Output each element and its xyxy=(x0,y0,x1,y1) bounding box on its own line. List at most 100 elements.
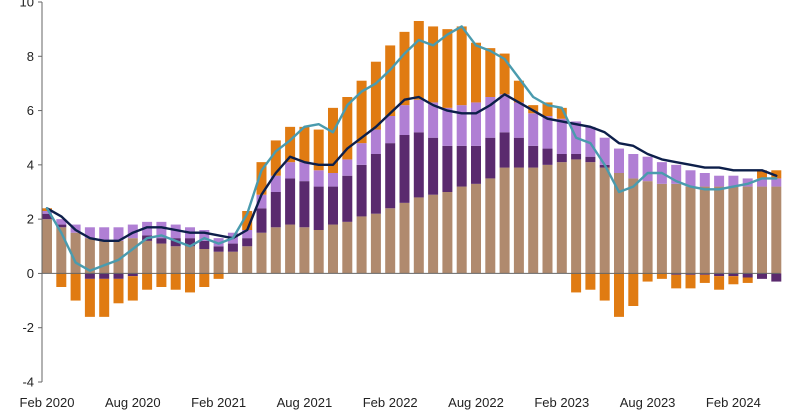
y-tick-label: 8 xyxy=(27,49,34,64)
bar-s1-18 xyxy=(299,181,310,228)
bar-s3-11 xyxy=(199,273,210,287)
bar-s2-15 xyxy=(256,194,267,209)
bar-s3-39 xyxy=(599,273,610,301)
bar-s3-26 xyxy=(413,21,424,100)
bar-s3-48 xyxy=(728,276,739,285)
bar-s0-24 xyxy=(385,208,396,274)
bar-s1-20 xyxy=(328,186,338,225)
bar-s3-17 xyxy=(285,126,296,163)
bar-s0-10 xyxy=(185,246,195,274)
bar-s3-9 xyxy=(170,273,181,290)
bar-s0-27 xyxy=(428,194,439,274)
bar-s2-6 xyxy=(127,224,138,239)
bar-s2-32 xyxy=(499,94,510,133)
bar-s2-35 xyxy=(542,116,553,149)
bar-s0-20 xyxy=(328,224,338,274)
bar-s0-46 xyxy=(699,186,710,274)
bar-s1-3 xyxy=(84,273,95,279)
bar-s2-11 xyxy=(199,230,210,241)
bar-s2-12 xyxy=(213,238,224,247)
bar-s3-32 xyxy=(499,53,510,95)
bar-s2-21 xyxy=(342,159,353,176)
bar-s0-34 xyxy=(528,167,539,274)
bar-s1-8 xyxy=(156,238,167,244)
bar-s0-1 xyxy=(56,227,67,274)
line-series-4 xyxy=(45,93,778,243)
bar-s3-18 xyxy=(299,126,310,163)
bar-s3-41 xyxy=(628,273,639,306)
bar-s2-24 xyxy=(385,116,396,144)
tick-labels: -4 -2 0 2 4 6 8 10 Feb 2020 Aug 2020 Feb 2021 Aug 2… xyxy=(20,0,761,410)
bar-s1-45 xyxy=(685,273,696,275)
bar-s2-26 xyxy=(413,99,424,133)
bar-s1-51 xyxy=(771,273,782,282)
bar-s3-23 xyxy=(370,61,381,130)
bar-s0-42 xyxy=(642,181,653,274)
bar-s3-7 xyxy=(142,273,153,290)
line-series-5 xyxy=(45,25,778,272)
bar-s0-9 xyxy=(170,246,181,274)
bar-s3-22 xyxy=(356,80,367,144)
bar-s2-40 xyxy=(614,148,624,173)
bar-s0-41 xyxy=(628,178,639,274)
bar-s3-19 xyxy=(313,129,324,171)
bar-s3-46 xyxy=(699,274,710,283)
bar-s1-26 xyxy=(413,132,424,198)
bar-s3-16 xyxy=(270,140,281,176)
bar-s1-0 xyxy=(42,213,52,220)
bar-s0-29 xyxy=(456,186,467,274)
bar-s0-19 xyxy=(313,230,324,274)
bar-s3-51 xyxy=(771,170,782,179)
bar-s2-48 xyxy=(728,175,739,187)
bar-s0-40 xyxy=(614,173,624,274)
bar-s2-38 xyxy=(585,126,596,157)
bar-s1-4 xyxy=(99,273,110,279)
bar-s2-42 xyxy=(642,156,653,182)
bar-s0-23 xyxy=(370,213,381,274)
bar-s2-25 xyxy=(399,105,410,135)
bar-s1-9 xyxy=(170,238,181,247)
bar-s3-47 xyxy=(714,276,725,290)
bar-s1-14 xyxy=(242,238,253,247)
bar-s3-14 xyxy=(242,211,253,230)
bar-s1-31 xyxy=(485,137,496,179)
bar-s2-46 xyxy=(699,173,710,187)
bar-s0-3 xyxy=(84,238,95,274)
bar-s3-25 xyxy=(399,31,410,106)
x-tick-label: Feb 2020 xyxy=(20,395,75,410)
bar-s0-28 xyxy=(442,192,453,274)
bar-s1-10 xyxy=(185,238,195,247)
bar-s0-7 xyxy=(142,240,153,274)
bar-s1-30 xyxy=(471,145,481,184)
bar-s1-36 xyxy=(556,154,567,163)
bar-s2-3 xyxy=(84,227,95,239)
bar-s0-18 xyxy=(299,227,310,274)
bar-s1-5 xyxy=(113,273,124,279)
bar-s3-43 xyxy=(656,273,667,279)
bar-s1-11 xyxy=(199,240,210,249)
bar-s0-12 xyxy=(213,251,224,274)
bar-s2-23 xyxy=(370,129,381,154)
line-layer xyxy=(45,25,778,272)
y-tick-label: 0 xyxy=(27,266,34,281)
bar-s1-34 xyxy=(528,145,539,168)
x-tick-label: Feb 2022 xyxy=(363,395,418,410)
bar-s1-22 xyxy=(356,164,367,217)
bar-s3-33 xyxy=(513,80,524,103)
bar-s2-36 xyxy=(556,118,567,154)
bar-s1-25 xyxy=(399,135,410,203)
bar-s3-42 xyxy=(642,273,653,282)
bar-s0-43 xyxy=(656,183,667,274)
bar-s3-38 xyxy=(585,273,596,290)
bar-s1-16 xyxy=(270,192,281,228)
bar-s3-20 xyxy=(328,107,338,173)
bar-s2-22 xyxy=(356,143,367,165)
bar-s3-40 xyxy=(614,273,624,317)
bar-s2-19 xyxy=(313,170,324,187)
y-tick-label: 10 xyxy=(20,0,34,10)
axes xyxy=(38,1,780,383)
bar-s0-4 xyxy=(99,240,110,274)
x-tick-label: Aug 2020 xyxy=(105,395,161,410)
bar-s0-22 xyxy=(356,216,367,274)
